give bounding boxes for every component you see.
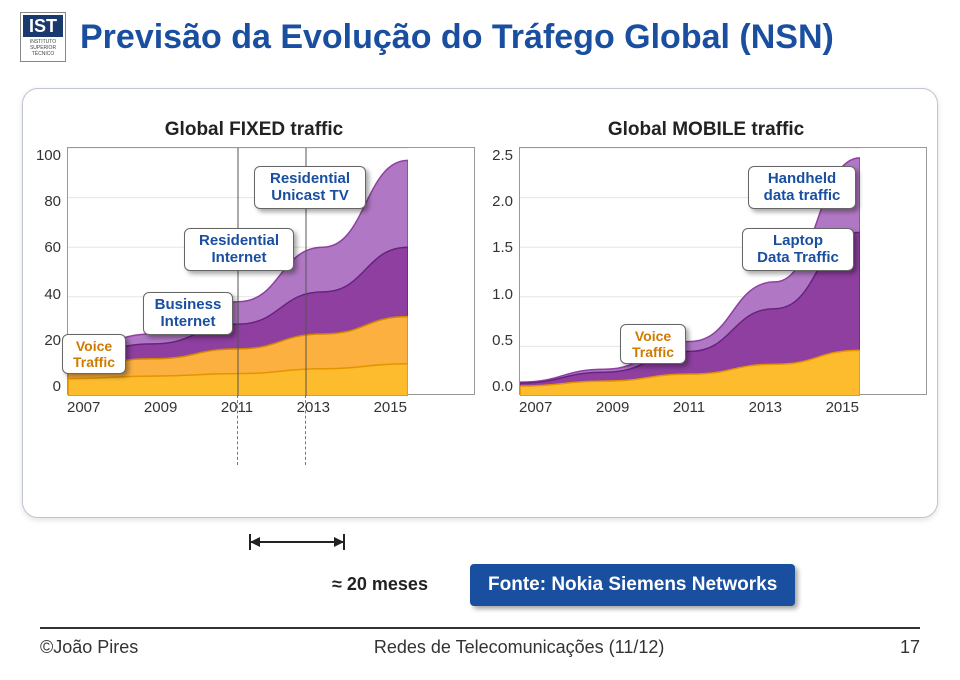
reference-vline — [305, 395, 306, 465]
below-panel-area: ≈ 20 meses Fonte: Nokia Siemens Networks — [22, 526, 938, 626]
callout-voice-mobile: Voice Traffic — [620, 324, 686, 364]
page-title: Previsão da Evolução do Tráfego Global (… — [80, 18, 834, 57]
charts-row: Global FIXED traffic (ExaByte/month) 100… — [23, 89, 937, 426]
mobile-chart-title: Global MOBILE traffic — [485, 119, 927, 141]
logo-subtext: INSTITUTO SUPERIOR TÉCNICO — [23, 37, 63, 57]
time-span-arrow — [242, 526, 352, 554]
mobile-plot-area: Voice Traffic Laptop Data Traffic Handhe… — [519, 147, 927, 395]
ist-logo: IST INSTITUTO SUPERIOR TÉCNICO — [20, 12, 66, 62]
footer-page-number: 17 — [900, 637, 920, 658]
footer-author: ©João Pires — [40, 637, 138, 658]
mobile-y-axis: 2.52.01.51.00.50.0 — [485, 147, 519, 395]
slide-header: IST INSTITUTO SUPERIOR TÉCNICO Previsão … — [0, 0, 960, 70]
mobile-x-axis: 20072009201120132015 — [519, 395, 859, 416]
main-panel: Global FIXED traffic (ExaByte/month) 100… — [22, 88, 938, 518]
fixed-plot-area: Voice Traffic Business Internet Resident… — [67, 147, 475, 395]
callout-residential-internet: Residential Internet — [184, 228, 294, 271]
fixed-chart-title: Global FIXED traffic — [33, 119, 475, 141]
callout-voice-fixed: Voice Traffic — [62, 334, 126, 374]
fixed-traffic-chart: Global FIXED traffic (ExaByte/month) 100… — [33, 119, 475, 416]
callout-business-internet: Business Internet — [143, 292, 233, 335]
callout-handheld-traffic: Handheld data traffic — [748, 166, 856, 209]
footer-course: Redes de Telecomunicações (11/12) — [374, 637, 665, 658]
source-label: Fonte: Nokia Siemens Networks — [470, 564, 795, 606]
slide-footer: ©João Pires Redes de Telecomunicações (1… — [0, 637, 960, 658]
reference-vline — [237, 395, 238, 465]
callout-laptop-traffic: Laptop Data Traffic — [742, 228, 854, 271]
mobile-traffic-chart: Global MOBILE traffic (ExaByte/month) 2.… — [485, 119, 927, 416]
callout-unicast-tv: Residential Unicast TV — [254, 166, 366, 209]
months-span-label: ≈ 20 meses — [332, 574, 428, 595]
logo-initials: IST — [23, 15, 63, 37]
